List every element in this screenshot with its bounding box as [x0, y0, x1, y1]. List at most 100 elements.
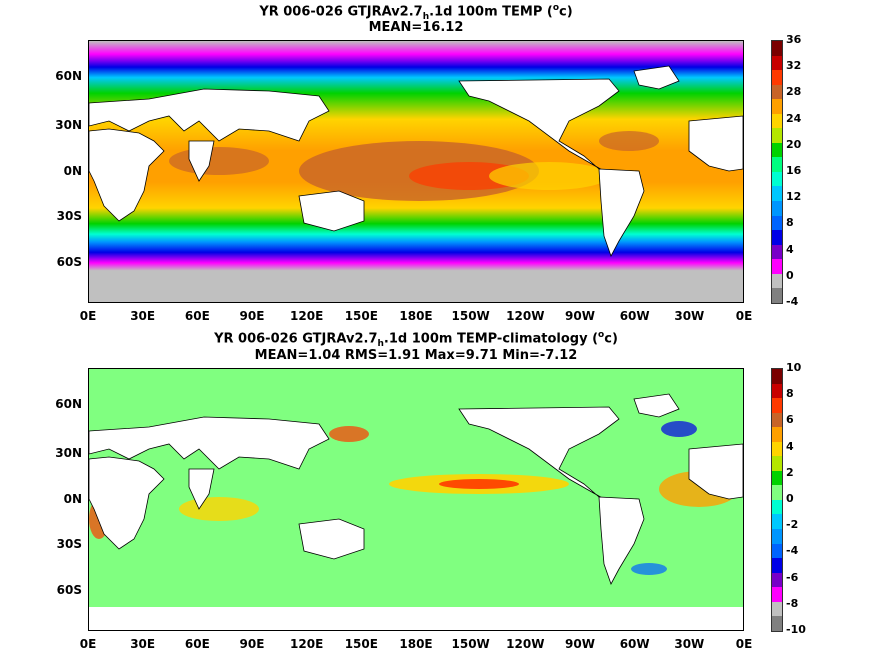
panel1-colorbar-swatch [772, 171, 782, 187]
panel2-colorbar-swatch [772, 616, 782, 631]
panel1-y-tick: 30S [56, 209, 82, 223]
panel2-y-tick: 0N [63, 492, 82, 506]
panel2-land-south-america [598, 496, 645, 585]
panel2-x-tick: 180E [399, 637, 433, 651]
panel2-colorbar-tick: -6 [786, 570, 799, 584]
panel1-colorbar-swatch [772, 70, 782, 85]
panel1-colorbar-tick: 28 [786, 85, 802, 99]
panel1-colorbar-swatch [772, 157, 782, 172]
panel2-colorbar-swatch [772, 543, 782, 559]
panel1-x-tick: 30E [130, 309, 156, 323]
panel2-colorbar-tick: -4 [786, 544, 799, 558]
panel2-colorbar-swatch [772, 383, 782, 399]
panel1-colorbar-tick: 12 [786, 190, 802, 204]
panel2-land-africa-west [688, 443, 743, 500]
panel1-indian-warm [169, 147, 269, 175]
panel2-south-anom [631, 563, 667, 575]
panel2-colorbar-swatch [772, 587, 782, 602]
panel1-colorbar [771, 40, 783, 304]
panel1-land-south-america [598, 168, 645, 257]
panel2-y-tick: 60S [56, 583, 82, 597]
panel1-colorbar-tick: 4 [786, 242, 794, 256]
panel2-colorbar-swatch [772, 456, 782, 471]
panel2-x-tick: 60E [184, 637, 210, 651]
panel1-x-tick: 30W [674, 309, 705, 323]
panel2-colorbar-swatch [772, 470, 782, 486]
panel2-land-greenland [633, 393, 680, 418]
panel2-colorbar-swatch [772, 499, 782, 515]
panel1-colorbar-swatch [772, 230, 782, 245]
panel1-colorbar-swatch [772, 288, 782, 303]
panel1-colorbar-tick: 8 [786, 216, 794, 230]
panel2-colorbar-swatch [772, 427, 782, 442]
panel2-land-australia [298, 518, 365, 560]
panel1-colorbar-swatch [772, 84, 782, 100]
panel1-colorbar-swatch [772, 113, 782, 129]
panel1-x-tick: 0E [735, 309, 753, 323]
panel2-colorbar [771, 368, 783, 632]
panel2-colorbar-swatch [772, 441, 782, 457]
panel1-colorbar-tick: 24 [786, 111, 802, 125]
panel2-land-india [188, 468, 215, 510]
panel1-colorbar-swatch [772, 142, 782, 158]
panel1-colorbar-swatch [772, 55, 782, 71]
panel2-colorbar-tick: 8 [786, 387, 794, 401]
panel2-stats: MEAN=1.04 RMS=1.91 Max=9.71 Min=-7.12 [254, 348, 578, 363]
panel1-colorbar-tick: 36 [786, 33, 802, 46]
panel1-colorbar-swatch [772, 201, 782, 216]
panel1-colorbar-swatch [772, 41, 782, 56]
panel1-land-greenland [633, 65, 680, 90]
panel2-colorbar-swatch [772, 412, 782, 428]
panel1-colorbar-tick: 20 [786, 137, 802, 151]
panel2-x-tick: 30E [130, 637, 156, 651]
panel2-colorbar-tick: -10 [786, 623, 806, 636]
panel2-y-tick: 30N [55, 446, 82, 460]
panel2-indian-anom [179, 497, 259, 521]
panel2-antarctic-mask [89, 607, 743, 630]
panel2-colorbar-swatch [772, 601, 782, 617]
panel2-colorbar-tick: -2 [786, 518, 799, 532]
panel1-land [89, 65, 743, 257]
panel2-gulf-anom [661, 421, 697, 437]
panel1-x-tick: 120E [290, 309, 324, 323]
panel2-title: YR 006-026 GTJRAv2.7h.1d 100m TEMP-clima… [214, 330, 618, 349]
panel1-colorbar-swatch [772, 128, 782, 143]
panel1-colorbar-swatch [772, 259, 782, 274]
panel2-x-tick: 120W [506, 637, 545, 651]
panel2-colorbar-swatch [772, 529, 782, 544]
panel1-colorbar-swatch [772, 273, 782, 289]
panel2-x-tick: 90W [565, 637, 595, 651]
panel2-colorbar-swatch [772, 485, 782, 500]
panel1-y-tick: 60S [56, 255, 82, 269]
panel2-colorbar-swatch [772, 398, 782, 413]
panel1-colorbar-tick: 32 [786, 59, 802, 73]
panel1-y-tick: 60N [55, 69, 82, 83]
panel1-y-tick: 30N [55, 118, 82, 132]
panel1-x-tick: 0E [79, 309, 97, 323]
panel1-colorbar-swatch [772, 244, 782, 260]
panel2-x-tick: 0E [735, 637, 753, 651]
panel2-land-africa-east [89, 456, 165, 550]
panel2-x-tick: 90E [239, 637, 265, 651]
panel1-land-eurasia [89, 88, 330, 142]
panel1-x-tick: 60W [619, 309, 650, 323]
panel2-kuroshio-anom [329, 426, 369, 442]
panel2-land-eurasia [89, 416, 330, 470]
panel2-colorbar-tick: 10 [786, 361, 802, 374]
panel1-colorbar-swatch [772, 186, 782, 202]
panel1-stats: MEAN=16.12 [368, 20, 464, 35]
panel1-colorbar-swatch [772, 215, 782, 231]
panel1-land-australia [298, 190, 365, 232]
panel2-land [89, 393, 743, 585]
panel2-colorbar-swatch [772, 369, 782, 384]
panel2-y-tick: 60N [55, 397, 82, 411]
panel2-colorbar-swatch [772, 572, 782, 588]
panel1-map [88, 40, 744, 303]
panel2-eq-core [439, 479, 519, 489]
panel2-colorbar-tick: 6 [786, 413, 794, 427]
panel1-land-africa-west [688, 115, 743, 172]
panel1-y-tick: 0N [63, 164, 82, 178]
panel1-x-tick: 120W [506, 309, 545, 323]
panel2-x-tick: 120E [290, 637, 324, 651]
panel2-x-tick: 60W [619, 637, 650, 651]
